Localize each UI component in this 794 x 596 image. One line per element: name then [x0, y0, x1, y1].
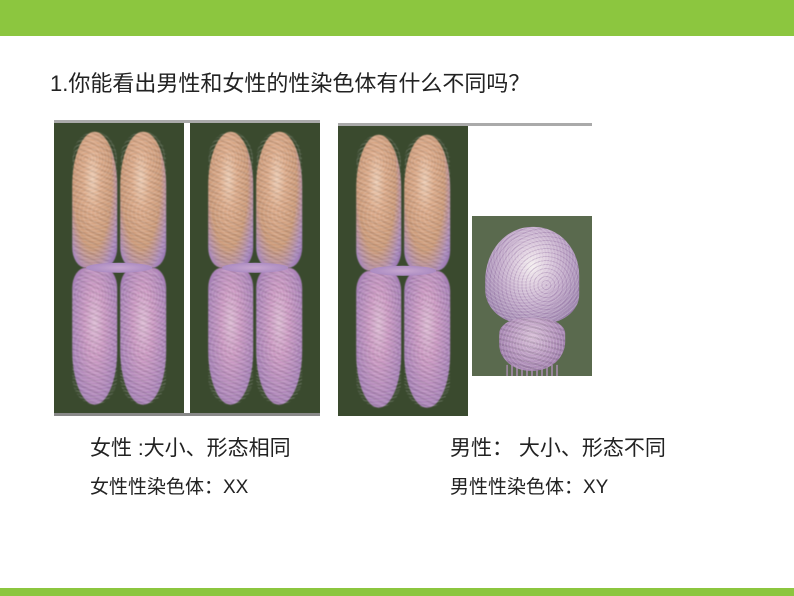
- female-genotype: 女性性染色体：XX: [90, 472, 390, 499]
- chromosome-images-row: [54, 120, 754, 416]
- male-label-column: 男性： 大小、形态不同 男性性染色体：XY: [450, 432, 750, 499]
- question-number: 1.: [50, 71, 68, 96]
- male-x-chromosome: [338, 126, 468, 416]
- female-description: 女性 :大小、形态相同: [90, 432, 390, 462]
- question-body: 你能看出男性和女性的性染色体有什么不同吗？: [68, 71, 530, 96]
- female-label-column: 女性 :大小、形态相同 女性性染色体：XX: [90, 432, 390, 499]
- female-x-chromosome-1: [54, 123, 184, 413]
- female-chromosome-group: [54, 120, 320, 416]
- bottom-accent-stripe: [0, 588, 794, 596]
- labels-row: 女性 :大小、形态相同 女性性染色体：XX 男性： 大小、形态不同 男性性染色体…: [90, 432, 754, 499]
- male-chromosome-group: [338, 123, 592, 416]
- top-accent-stripe: [0, 0, 794, 36]
- female-x-chromosome-2: [190, 123, 320, 413]
- male-genotype: 男性性染色体：XY: [450, 472, 750, 499]
- slide-content: 1.你能看出男性和女性的性染色体有什么不同吗？: [0, 36, 794, 499]
- male-y-chromosome: [472, 216, 592, 376]
- male-description: 男性： 大小、形态不同: [450, 432, 750, 462]
- question-text: 1.你能看出男性和女性的性染色体有什么不同吗？: [50, 66, 754, 98]
